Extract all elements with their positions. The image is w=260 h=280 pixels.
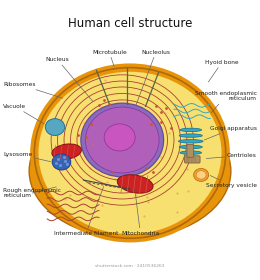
Text: Ribosomes: Ribosomes [3,82,63,98]
Text: shutterstock.com · 2410536263: shutterstock.com · 2410536263 [95,264,165,268]
Ellipse shape [52,144,81,159]
Text: Vacuole: Vacuole [3,104,44,124]
Ellipse shape [179,134,202,137]
Text: Mitochondria: Mitochondria [121,193,159,235]
Ellipse shape [52,154,71,170]
Text: Secretory vesicle: Secretory vesicle [206,176,257,188]
Ellipse shape [180,128,202,132]
Text: Lysosome: Lysosome [3,152,50,162]
Text: Microtubule: Microtubule [92,50,127,66]
Text: Hyoid bone: Hyoid bone [205,60,239,82]
Ellipse shape [81,103,164,177]
Text: Smooth endoplasmic
reticulum: Smooth endoplasmic reticulum [195,91,257,113]
Text: Rough endoplasmic
reticulum: Rough endoplasmic reticulum [3,187,61,199]
Ellipse shape [179,145,202,149]
Ellipse shape [196,171,206,179]
Text: Nucleus: Nucleus [46,57,93,101]
Text: Centrioles: Centrioles [206,153,257,158]
Ellipse shape [34,67,226,238]
Ellipse shape [178,140,203,143]
Text: Human cell structure: Human cell structure [68,17,192,30]
Text: Nucleolus: Nucleolus [129,50,170,123]
Ellipse shape [85,107,159,173]
Ellipse shape [29,104,231,238]
Ellipse shape [194,169,209,181]
Ellipse shape [180,151,202,154]
FancyBboxPatch shape [185,156,200,163]
Ellipse shape [45,119,65,136]
Ellipse shape [104,124,135,151]
Text: Intermediate filament: Intermediate filament [54,186,118,235]
Ellipse shape [117,175,153,193]
FancyBboxPatch shape [187,144,194,157]
Text: Golgi apparatus: Golgi apparatus [204,126,257,140]
